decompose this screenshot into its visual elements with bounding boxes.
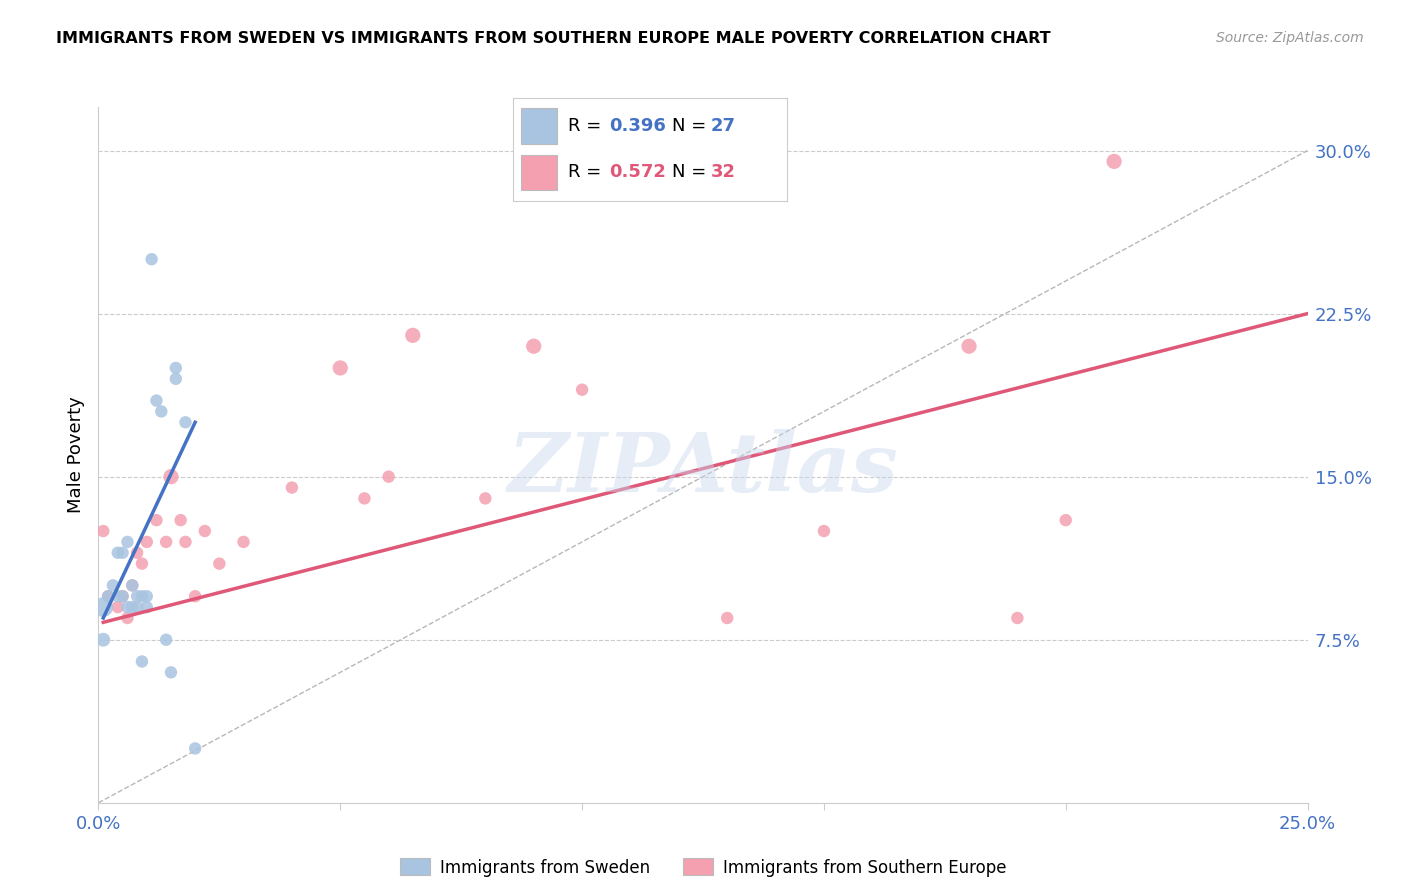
Point: [174, 415, 197, 429]
Point: [1102, 154, 1125, 169]
Point: [232, 535, 254, 549]
Point: [165, 360, 187, 375]
Point: [813, 524, 835, 538]
Point: [165, 372, 187, 386]
Point: [91, 524, 114, 538]
Point: [111, 589, 134, 603]
Point: [716, 611, 738, 625]
Point: [281, 481, 304, 495]
Point: [101, 578, 124, 592]
Point: [131, 655, 153, 669]
Point: [91, 600, 114, 615]
Point: [571, 383, 593, 397]
Point: [155, 632, 177, 647]
Text: R =: R =: [568, 163, 607, 181]
Point: [145, 393, 167, 408]
Text: N =: N =: [672, 117, 713, 135]
Point: [160, 469, 183, 483]
Point: [131, 589, 153, 603]
Point: [329, 360, 352, 375]
Point: [91, 632, 114, 647]
Point: [184, 741, 207, 756]
Point: [474, 491, 496, 506]
Point: [402, 328, 425, 343]
FancyBboxPatch shape: [522, 154, 557, 190]
Point: [208, 557, 231, 571]
Text: 0.396: 0.396: [609, 117, 666, 135]
Text: 32: 32: [710, 163, 735, 181]
Point: [169, 513, 191, 527]
Text: N =: N =: [672, 163, 713, 181]
Point: [121, 578, 143, 592]
Point: [111, 589, 134, 603]
Text: 27: 27: [710, 117, 735, 135]
Point: [353, 491, 375, 506]
Point: [523, 339, 546, 353]
Point: [1054, 513, 1077, 527]
FancyBboxPatch shape: [522, 109, 557, 145]
Point: [121, 578, 143, 592]
Point: [1007, 611, 1029, 625]
Text: 0.572: 0.572: [609, 163, 666, 181]
Point: [155, 535, 177, 549]
Point: [111, 546, 134, 560]
Point: [377, 469, 399, 483]
Text: R =: R =: [568, 117, 607, 135]
Point: [107, 589, 129, 603]
Text: IMMIGRANTS FROM SWEDEN VS IMMIGRANTS FROM SOUTHERN EUROPE MALE POVERTY CORRELATI: IMMIGRANTS FROM SWEDEN VS IMMIGRANTS FRO…: [56, 31, 1050, 46]
Text: Source: ZipAtlas.com: Source: ZipAtlas.com: [1216, 31, 1364, 45]
Point: [131, 557, 153, 571]
Point: [121, 600, 143, 615]
Point: [117, 600, 139, 615]
Y-axis label: Male Poverty: Male Poverty: [66, 397, 84, 513]
Point: [145, 513, 167, 527]
Point: [174, 535, 197, 549]
Point: [135, 600, 157, 615]
Point: [194, 524, 217, 538]
Point: [141, 252, 163, 267]
Point: [150, 404, 173, 418]
Point: [117, 611, 139, 625]
Point: [127, 546, 149, 560]
Point: [117, 535, 139, 549]
Legend: Immigrants from Sweden, Immigrants from Southern Europe: Immigrants from Sweden, Immigrants from …: [391, 850, 1015, 885]
Point: [127, 589, 149, 603]
Point: [107, 600, 129, 615]
Point: [184, 589, 207, 603]
Point: [160, 665, 183, 680]
Point: [135, 589, 157, 603]
Point: [127, 600, 149, 615]
Point: [107, 546, 129, 560]
Point: [97, 589, 120, 603]
Point: [957, 339, 980, 353]
Point: [97, 589, 120, 603]
Text: ZIPAtlas: ZIPAtlas: [508, 429, 898, 508]
Point: [135, 535, 157, 549]
